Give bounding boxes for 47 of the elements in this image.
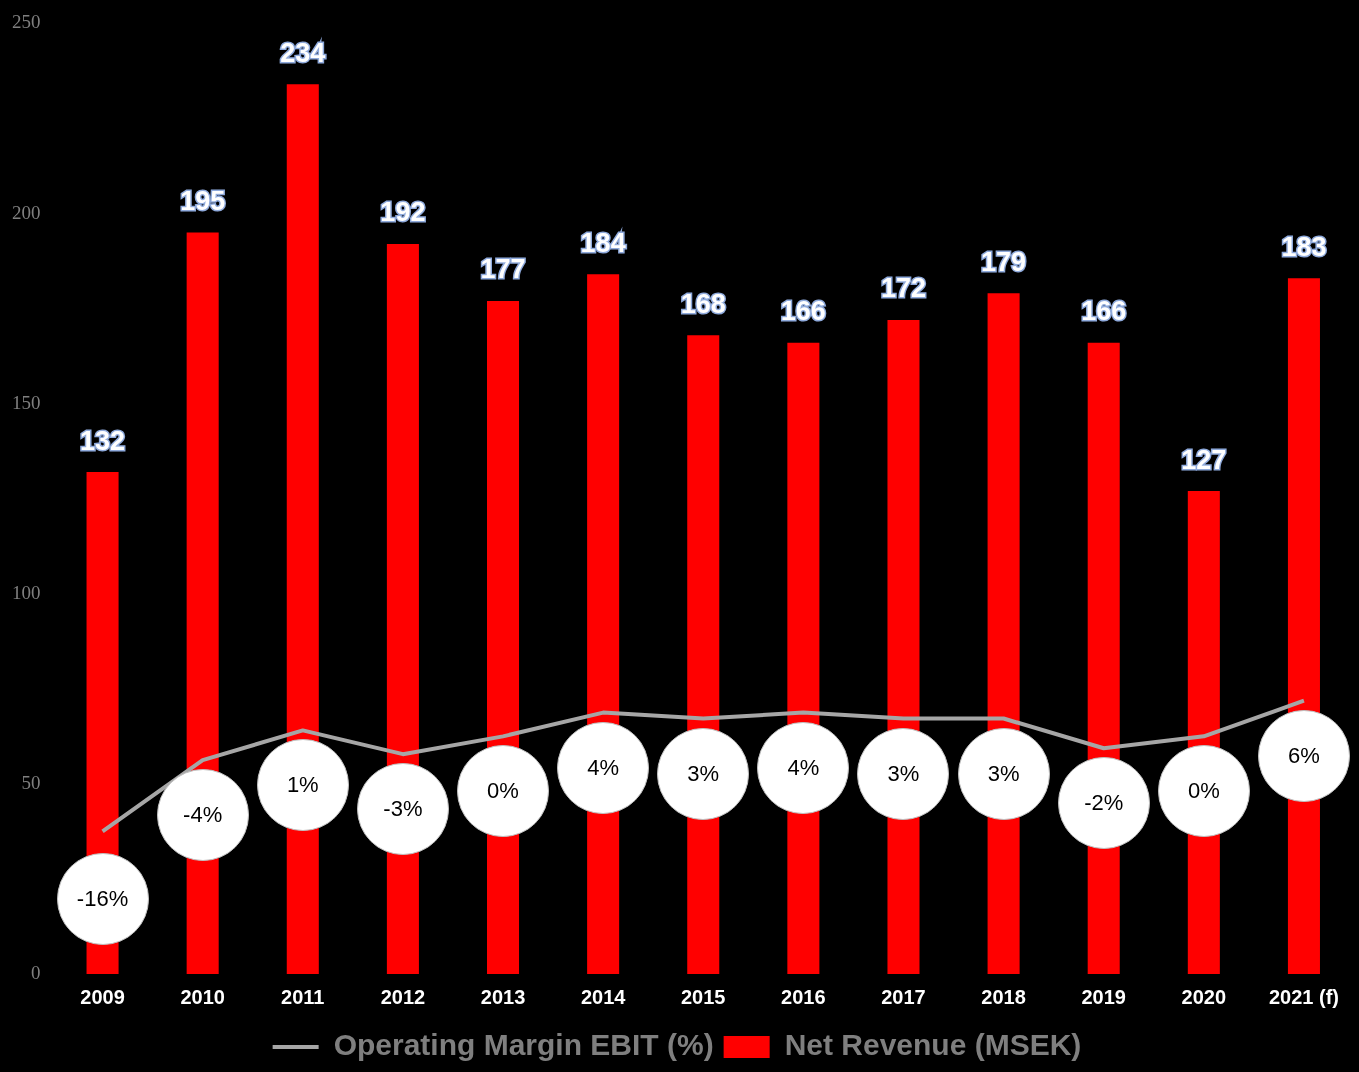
data-label: 195 [180,185,226,216]
y-tick-label: 50 [21,771,41,793]
y-tick-label: 200 [12,201,41,223]
label-circle: 0% [457,745,549,838]
x-tick-label: 2021 (f) [1268,985,1339,1008]
x-tick-label: 2014 [580,985,627,1008]
x-tick-label: 2013 [480,985,526,1008]
data-label: 234 [280,37,326,68]
x-tick-label: 2009 [80,985,125,1008]
x-tick-label: 2011 [281,985,325,1008]
x-tick-label: 2017 [881,985,926,1008]
data-label: 166 [1081,296,1127,327]
label-circle: -16% [56,853,149,946]
data-label: 166 [780,296,826,327]
label-circle: 0% [1157,745,1250,838]
data-label: 168 [680,288,726,319]
y-tick-label: 150 [12,391,41,413]
label-circle: 3% [957,727,1050,820]
x-tick-label: 2020 [1181,985,1227,1008]
label-circle: 4% [557,721,650,814]
label-circle: 3% [857,727,950,820]
data-label: 172 [880,273,927,304]
legend-label: Net Revenue (MSEK) [784,1028,1082,1062]
label-circle: 1% [256,739,349,832]
y-tick-label: 0 [31,961,41,983]
data-label: 132 [80,425,126,456]
data-label: 192 [380,197,426,228]
x-tick-label: 2015 [681,985,726,1008]
data-label: 183 [1281,231,1327,262]
y-tick-label: 100 [12,581,41,603]
x-tick-label: 2018 [981,985,1026,1008]
label-circle: -2% [1057,757,1150,850]
x-tick-label: 2012 [380,985,426,1008]
legend-label: Operating Margin EBIT (%) [333,1028,714,1062]
label-circle: -3% [356,763,449,856]
label-circle: -4% [156,769,249,862]
x-tick-label: 2016 [781,985,826,1008]
data-label: 177 [480,254,526,285]
label-circle: 6% [1257,709,1350,802]
data-label: 127 [1181,444,1227,475]
data-label: 179 [981,246,1027,277]
data-label: 184 [580,227,626,258]
label-circle: 3% [657,727,750,820]
y-tick-label: 250 [12,11,41,33]
label-circle: 4% [757,721,850,814]
x-tick-label: 2010 [180,985,225,1008]
x-tick-label: 2019 [1081,985,1126,1008]
